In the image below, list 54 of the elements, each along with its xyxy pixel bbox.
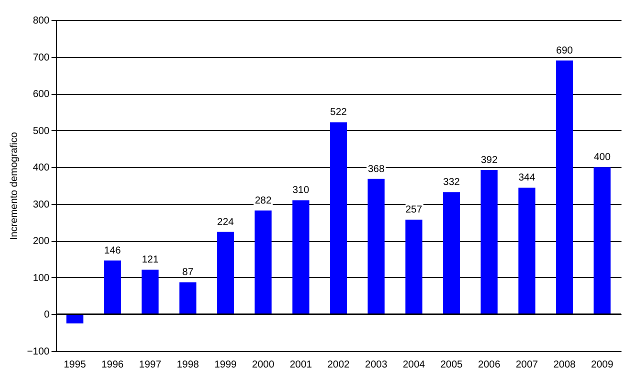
x-tick-label: 1997 xyxy=(139,360,162,370)
bar xyxy=(179,282,196,314)
bar xyxy=(480,170,498,314)
y-tick-label: 600 xyxy=(32,89,50,100)
y-tick-label: 700 xyxy=(32,52,50,64)
data-label: 690 xyxy=(556,45,574,56)
x-tick-label: 2000 xyxy=(252,360,275,370)
data-label: 310 xyxy=(292,185,310,196)
x-tick-label: 2004 xyxy=(402,360,426,370)
bar xyxy=(142,270,159,314)
x-tick-label: 2006 xyxy=(478,360,501,370)
x-tick-label: 1999 xyxy=(214,360,238,370)
data-label: 87 xyxy=(182,267,194,278)
y-tick-label: 0 xyxy=(44,310,50,321)
data-label: 121 xyxy=(142,254,159,266)
data-label: 146 xyxy=(104,246,122,257)
y-tick-label: 300 xyxy=(32,199,50,210)
x-tick-label: 2003 xyxy=(365,360,388,370)
bar xyxy=(443,192,460,314)
x-tick-label: 2009 xyxy=(591,360,614,370)
data-label: 257 xyxy=(405,204,423,216)
bar xyxy=(217,232,234,314)
x-tick-label: 2007 xyxy=(516,360,538,370)
x-tick-label: 1995 xyxy=(64,360,86,370)
x-tick-label: 1996 xyxy=(101,360,124,370)
y-tick-label: 400 xyxy=(32,162,50,174)
x-tick-label: 2005 xyxy=(440,360,464,370)
bar xyxy=(518,188,536,314)
x-tick-label: 2002 xyxy=(327,360,350,370)
bar xyxy=(556,60,573,314)
bar xyxy=(594,167,611,314)
bar xyxy=(405,220,422,314)
data-label: 400 xyxy=(594,152,611,164)
data-label: 332 xyxy=(443,177,460,188)
data-label: 224 xyxy=(217,216,234,228)
data-label: 522 xyxy=(330,107,348,118)
data-label: 344 xyxy=(518,172,536,184)
x-tick-label: 1998 xyxy=(176,360,200,370)
bar xyxy=(368,178,385,314)
bar xyxy=(66,314,84,324)
y-tick-label: 800 xyxy=(32,16,50,26)
bar xyxy=(292,200,310,314)
y-tick-label: 500 xyxy=(32,126,50,137)
bar xyxy=(330,122,347,314)
y-tick-label: 200 xyxy=(32,236,50,248)
data-label: 282 xyxy=(254,196,272,207)
y-axis-title: Incremento demografico xyxy=(8,132,20,240)
x-tick-label: 2008 xyxy=(553,360,576,370)
y-tick-label: −100 xyxy=(26,346,50,358)
bar xyxy=(254,210,272,314)
y-tick-label: 100 xyxy=(32,272,50,284)
bar xyxy=(104,260,121,314)
x-tick-label: 2001 xyxy=(290,360,312,370)
data-label: 392 xyxy=(480,155,498,166)
